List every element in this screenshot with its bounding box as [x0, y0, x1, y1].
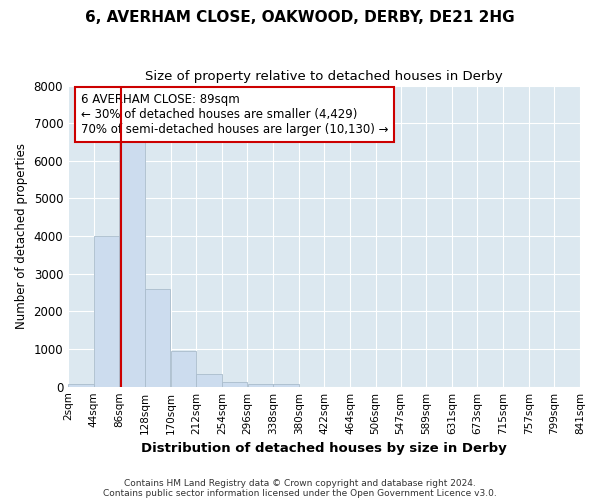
Bar [248, 384, 273, 386]
Title: Size of property relative to detached houses in Derby: Size of property relative to detached ho… [145, 70, 503, 83]
Text: Contains HM Land Registry data © Crown copyright and database right 2024.: Contains HM Land Registry data © Crown c… [124, 478, 476, 488]
Text: 6 AVERHAM CLOSE: 89sqm
← 30% of detached houses are smaller (4,429)
70% of semi-: 6 AVERHAM CLOSE: 89sqm ← 30% of detached… [81, 93, 388, 136]
Y-axis label: Number of detached properties: Number of detached properties [15, 143, 28, 329]
Bar [68, 384, 94, 386]
X-axis label: Distribution of detached houses by size in Derby: Distribution of detached houses by size … [141, 442, 507, 455]
Bar [119, 138, 145, 386]
Bar [94, 236, 119, 386]
Bar [222, 382, 247, 386]
Bar [273, 384, 299, 386]
Bar [196, 374, 221, 386]
Bar [145, 289, 170, 386]
Text: Contains public sector information licensed under the Open Government Licence v3: Contains public sector information licen… [103, 488, 497, 498]
Bar [171, 351, 196, 386]
Text: 6, AVERHAM CLOSE, OAKWOOD, DERBY, DE21 2HG: 6, AVERHAM CLOSE, OAKWOOD, DERBY, DE21 2… [85, 10, 515, 25]
